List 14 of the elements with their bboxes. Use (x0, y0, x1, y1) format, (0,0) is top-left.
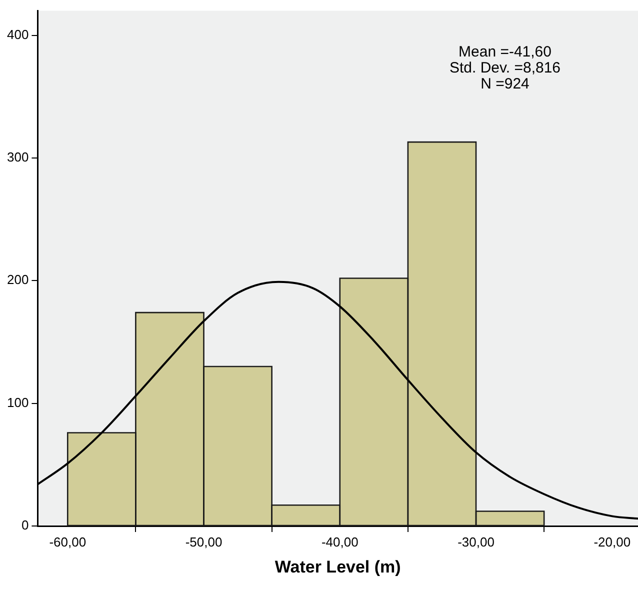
y-tick-label: 300 (6, 150, 29, 165)
x-tick-label: -50,00 (185, 534, 222, 550)
y-tick-label: 100 (6, 394, 29, 410)
x-tick-label: -30,00 (458, 534, 494, 550)
annotation: N =924 (480, 76, 530, 93)
y-tick-label: 0 (21, 518, 29, 533)
y-tick-label: 400 (6, 26, 29, 42)
x-tick-label: -20,00 (594, 534, 631, 550)
x-tick-label: -40,00 (321, 534, 358, 550)
x-axis-title: Water Level (m) (274, 557, 401, 576)
x-tick-label: -60,00 (49, 534, 86, 550)
annotation: Mean =-41,60 (458, 44, 552, 61)
annotation: Std. Dev. =8,816 (449, 60, 561, 77)
y-tick-label: 200 (6, 272, 29, 288)
